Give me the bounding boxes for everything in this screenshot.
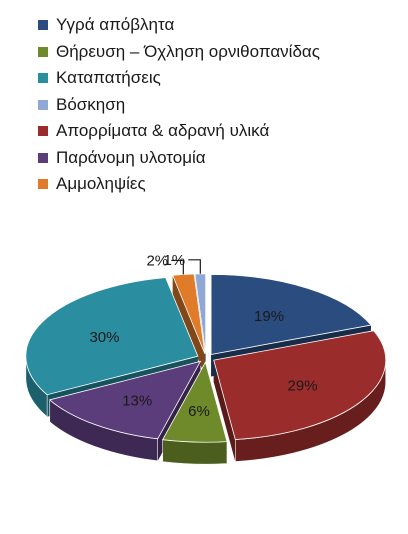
data-label: 29% xyxy=(288,378,318,395)
pie-slice-5: Παράνομη υλοτομία xyxy=(48,360,202,440)
legend-swatch xyxy=(38,99,48,110)
legend-label: Υγρά απόβλητα xyxy=(56,15,175,35)
legend-swatch xyxy=(38,126,48,137)
pie-slice-side xyxy=(162,439,228,465)
data-label: 13% xyxy=(122,392,152,409)
pie-slice-wall xyxy=(213,360,236,462)
pie-slice-tops: Υγρά απόβληταΑπορρίματα & αδρανή υλικάΘή… xyxy=(25,273,387,443)
data-label: 2% xyxy=(146,252,168,269)
legend-label: Καταπατήσεις xyxy=(56,68,161,88)
legend-swatch xyxy=(38,20,48,31)
data-label: 1% xyxy=(163,252,185,269)
legend-swatch xyxy=(38,152,48,163)
pie-slice-2: Καταπατήσεις xyxy=(25,277,199,396)
chart-legend: Υγρά απόβλητα Θήρευση – Όχληση ορνιθοπαν… xyxy=(38,12,320,198)
data-label: 6% xyxy=(188,403,210,420)
data-label: 19% xyxy=(254,308,284,325)
pie-slice-1: Θήρευση – Όχληση ορνιθοπανίδας xyxy=(162,361,228,443)
pie-slice-0: Υγρά απόβλητα xyxy=(210,274,372,355)
legend-swatch xyxy=(38,179,48,190)
leader-line xyxy=(171,259,184,275)
legend-item-illegal-logging: Παράνομη υλοτομία xyxy=(38,145,320,172)
legend-item-encroachments: Καταπατήσεις xyxy=(38,65,320,92)
leader-line xyxy=(188,259,201,274)
pie-slice-wall xyxy=(172,275,205,376)
legend-item-liquid-waste: Υγρά απόβλητα xyxy=(38,12,320,39)
legend-swatch xyxy=(38,73,48,84)
legend-label: Παράνομη υλοτομία xyxy=(56,147,206,167)
pie-data-labels: 19% 29% 6% 13% 30% 2%1% xyxy=(89,252,317,420)
legend-label: Απορρίματα & αδρανή υλικά xyxy=(56,121,270,141)
pie-slice-4: Απορρίματα & αδρανή υλικά xyxy=(213,330,387,440)
legend-label: Βόσκηση xyxy=(56,94,126,114)
legend-item-rubbish: Απορρίματα & αδρανή υλικά xyxy=(38,118,320,145)
legend-item-sand-extraction: Αμμοληψίες xyxy=(38,171,320,198)
legend-item-grazing: Βόσκηση xyxy=(38,92,320,119)
legend-swatch xyxy=(38,46,48,57)
legend-label: Αμμοληψίες xyxy=(56,174,146,194)
legend-label: Θήρευση – Όχληση ορνιθοπανίδας xyxy=(56,41,320,61)
data-label: 30% xyxy=(89,329,119,346)
legend-item-hunting: Θήρευση – Όχληση ορνιθοπανίδας xyxy=(38,39,320,66)
